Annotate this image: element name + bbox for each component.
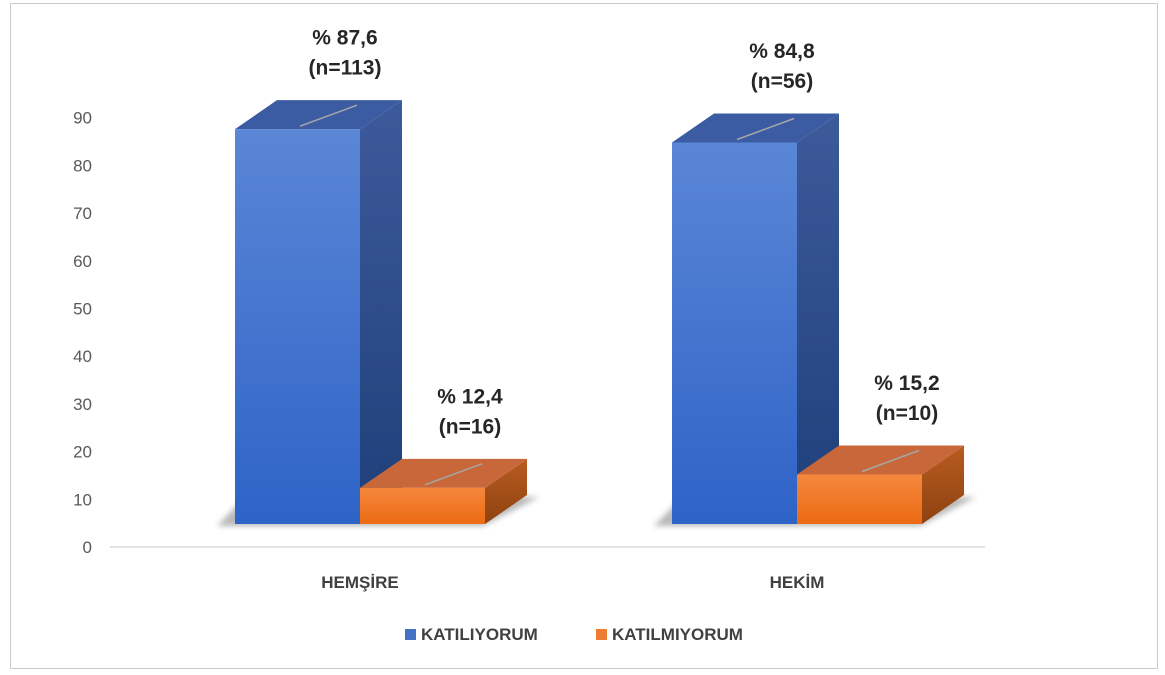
y-tick-label: 0 (83, 538, 92, 557)
bar-side-face (797, 113, 839, 524)
y-tick-label: 90 (73, 109, 92, 128)
bar-top-face (235, 100, 402, 130)
bar (672, 113, 839, 524)
chart-frame (10, 3, 1158, 669)
bar-front-face (235, 129, 360, 524)
data-label-percent: % 15,2 (874, 372, 939, 395)
data-label-count: (n=16) (439, 415, 501, 438)
bar-side-face (485, 458, 527, 524)
bar-top-face (360, 458, 527, 488)
label-leader-line (736, 117, 795, 141)
legend-swatch (405, 629, 416, 640)
y-tick-label: 50 (73, 300, 92, 319)
bar-front-face (797, 474, 922, 524)
bar-side-face (360, 100, 402, 524)
x-category-label: HEMŞİRE (321, 573, 398, 592)
y-tick-label: 60 (73, 252, 92, 271)
legend-label: KATILMIYORUM (612, 625, 743, 644)
legend-label: KATILIYORUM (421, 625, 538, 644)
data-label-count: (n=113) (309, 57, 382, 80)
legend-swatch (596, 629, 607, 640)
bar-side-face (922, 445, 964, 524)
bar (360, 458, 527, 524)
label-leader-line (861, 449, 920, 473)
y-tick-label: 10 (73, 490, 92, 509)
data-label-percent: % 84,8 (749, 40, 815, 63)
y-tick-label: 70 (73, 204, 92, 223)
bar-top-face (672, 113, 839, 143)
bar-top-face (797, 445, 964, 475)
bar (235, 100, 402, 524)
y-tick-label: 20 (73, 443, 92, 462)
y-tick-label: 80 (73, 156, 92, 175)
y-tick-label: 40 (73, 347, 92, 366)
data-label-percent: % 12,4 (437, 385, 503, 408)
y-tick-label: 30 (73, 395, 92, 414)
bar-front-face (672, 142, 797, 524)
x-category-label: HEKİM (770, 573, 825, 592)
bar (797, 445, 964, 524)
data-label-count: (n=10) (876, 402, 938, 425)
data-label-count: (n=56) (751, 70, 813, 93)
data-label-percent: % 87,6 (312, 27, 377, 50)
bar-front-face (360, 487, 485, 524)
label-leader-line (299, 104, 358, 127)
label-leader-line (424, 463, 483, 486)
